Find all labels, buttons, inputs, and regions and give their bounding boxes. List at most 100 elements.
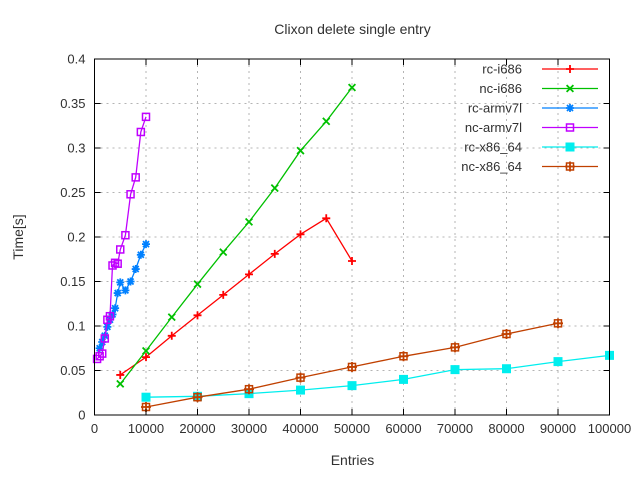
legend-label: nc-armv7l: [465, 120, 522, 135]
x-tick-label: 40000: [282, 421, 318, 436]
y-axis-label: Time[s]: [10, 214, 26, 260]
plus-marker: [116, 370, 125, 379]
open-square-marker: [108, 261, 117, 270]
cross-marker: [116, 379, 125, 388]
y-tick-label: 0: [78, 408, 85, 423]
plus-marker: [193, 311, 202, 320]
filled-square-marker: [399, 374, 408, 384]
cross-marker: [347, 83, 357, 92]
asterisk-marker: [114, 289, 122, 297]
plus-marker: [142, 353, 150, 362]
filled-square-marker: [565, 142, 575, 152]
legend-item-nc-armv7l: nc-armv7l: [465, 120, 598, 135]
x-tick-label: 20000: [179, 421, 215, 436]
plus-marker: [245, 270, 253, 279]
legend-label: rc-x86_64: [464, 140, 522, 155]
legend-item-rc-armv7l: rc-armv7l: [468, 101, 598, 116]
asterisk-marker: [126, 277, 135, 286]
series-nc-armv7l: [92, 112, 151, 364]
asterisk-marker: [137, 251, 145, 259]
cross-marker: [270, 184, 279, 193]
asterisk-marker: [121, 286, 130, 295]
square-plus-marker: [296, 373, 305, 382]
open-square-marker: [136, 127, 146, 137]
legend-item-rc-x86_64: rc-x86_64: [464, 140, 598, 155]
open-square-marker: [121, 230, 130, 240]
asterisk-marker: [142, 240, 150, 248]
asterisk-marker: [111, 304, 119, 312]
plus-marker: [566, 65, 574, 73]
asterisk-marker: [116, 278, 124, 287]
tick-labels: 0 10000 20000 30000 40000 50000 60000 70000 8000…: [60, 52, 631, 437]
chart-title: Clixon delete single entry: [274, 21, 431, 37]
y-tick-label: 0.4: [67, 52, 85, 67]
filled-square-marker: [553, 357, 563, 367]
open-square-marker: [565, 123, 575, 132]
legend-item-nc-i686: nc-i686: [479, 81, 598, 96]
open-square-marker: [110, 258, 120, 268]
open-square-marker: [116, 245, 125, 254]
plus-marker: [270, 249, 279, 258]
legend-label: nc-x86_64: [461, 159, 522, 174]
square-plus-marker: [450, 343, 460, 352]
filled-square-marker: [502, 364, 511, 374]
square-plus-marker: [193, 392, 202, 402]
series-line: [96, 116, 147, 360]
filled-square-marker: [141, 392, 151, 402]
x-tick-label: 0: [91, 421, 98, 436]
asterisk-marker: [103, 323, 112, 331]
cross-marker: [296, 146, 305, 155]
square-plus-marker: [347, 362, 357, 372]
open-square-marker: [141, 112, 151, 122]
open-square-marker: [113, 259, 122, 268]
open-square-marker: [100, 334, 110, 343]
square-plus-marker: [399, 352, 408, 361]
grid-lines: [94, 58, 610, 416]
legend-item-nc-x86_64: nc-x86_64: [461, 159, 598, 174]
open-square-marker: [105, 311, 115, 321]
filled-square-marker: [296, 385, 305, 395]
y-tick-label: 0.35: [60, 96, 85, 111]
y-tick-label: 0.2: [67, 230, 85, 245]
x-tick-label: 30000: [231, 421, 267, 436]
y-tick-label: 0.25: [60, 185, 85, 200]
cross-marker: [219, 248, 228, 257]
plus-marker: [219, 290, 228, 299]
square-plus-marker: [565, 162, 575, 171]
open-square-marker: [92, 354, 102, 364]
x-tick-label: 80000: [488, 421, 524, 436]
square-plus-marker: [244, 384, 254, 394]
cross-marker: [141, 346, 151, 355]
plot-border: [94, 58, 610, 416]
series-rc-x86_64: [141, 350, 614, 402]
cross-marker: [244, 217, 254, 226]
filled-square-marker: [450, 365, 460, 375]
series-rc-i686: [116, 214, 356, 379]
y-tick-label: 0.05: [60, 363, 85, 378]
y-tick-label: 0.1: [67, 319, 85, 334]
series-line: [99, 243, 147, 349]
series-nc-i686: [116, 83, 357, 388]
x-tick-label: 60000: [385, 421, 421, 436]
legend-label: rc-armv7l: [468, 101, 522, 116]
square-plus-marker: [502, 329, 511, 339]
y-tick-label: 0.15: [60, 274, 85, 289]
cross-marker: [167, 313, 176, 322]
open-square-marker: [126, 190, 135, 199]
asterisk-marker: [132, 265, 140, 273]
open-square-marker: [95, 352, 104, 361]
cross-marker: [193, 280, 202, 289]
series-line: [119, 217, 353, 376]
x-tick-label: 10000: [128, 421, 164, 436]
cross-marker: [322, 117, 331, 126]
series-nc-x86_64: [141, 318, 563, 412]
series-line: [119, 87, 353, 385]
x-tick-label: 100000: [588, 421, 631, 436]
cross-marker: [565, 84, 575, 93]
y-tick-label: 0.3: [67, 141, 85, 156]
x-tick-label: 70000: [437, 421, 473, 436]
axes: [94, 58, 610, 416]
series-line: [145, 354, 610, 398]
